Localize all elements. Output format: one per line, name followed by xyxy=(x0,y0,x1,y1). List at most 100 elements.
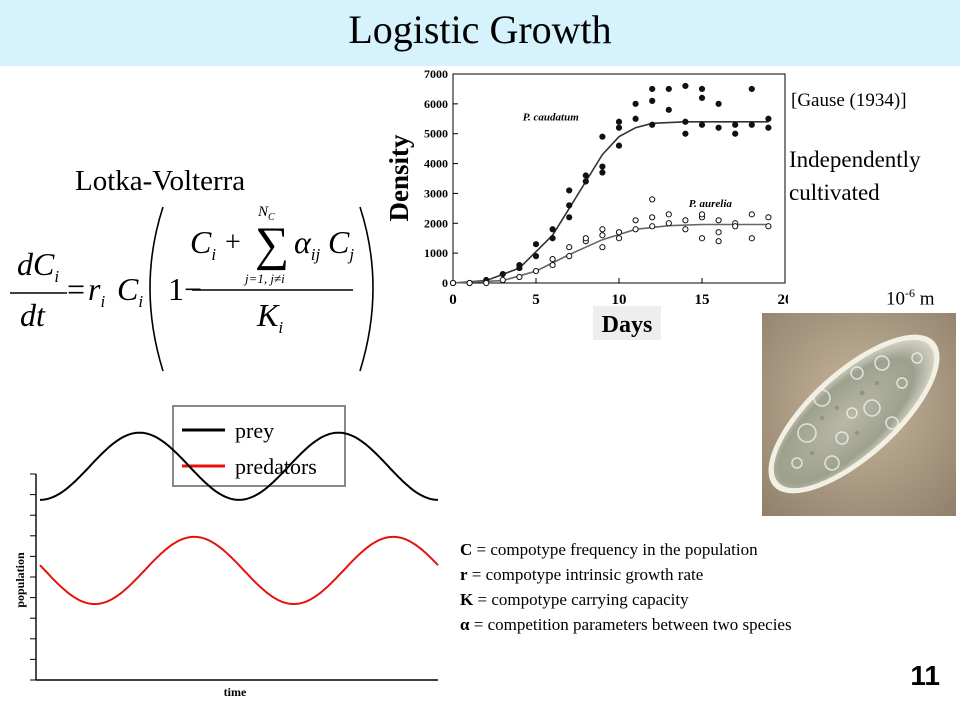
eq-lhs-numerator: dCi xyxy=(17,246,59,286)
gause-data-point xyxy=(499,276,506,284)
definition-item: C = compotype frequency in the populatio… xyxy=(460,540,758,559)
gause-data-point xyxy=(649,214,656,221)
gause-x-axis-label: Days xyxy=(602,312,653,338)
gause-y-tick-label: 0 xyxy=(442,276,448,290)
gause-x-tick-label: 0 xyxy=(449,292,457,308)
gause-data-point xyxy=(615,118,623,125)
cultivation-note-line1: Independently xyxy=(789,147,921,172)
gause-data-point xyxy=(682,226,689,233)
gause-data-point xyxy=(665,85,672,93)
gause-plot-frame xyxy=(452,73,786,284)
slide-title: Logistic Growth xyxy=(348,7,612,52)
gause-data-point xyxy=(549,256,556,263)
gause-data-point xyxy=(566,202,573,209)
gause-x-label-bg xyxy=(593,306,661,340)
gause-data-point xyxy=(483,279,490,287)
pp-legend-box xyxy=(172,405,346,487)
gause-data-point xyxy=(698,85,706,93)
cultivation-note-line2: cultivated xyxy=(789,180,880,205)
gause-data-point xyxy=(649,97,656,104)
gause-data-point xyxy=(715,229,722,236)
eq-sigma-icon: ∑ xyxy=(255,218,289,271)
eq-sum-upper: NC xyxy=(257,204,275,223)
gause-data-point xyxy=(549,235,556,242)
gause-data-point xyxy=(765,115,772,122)
gause-data-point xyxy=(665,211,672,218)
gause-data-point xyxy=(715,124,722,131)
eq-c: Ci xyxy=(117,271,143,311)
gause-x-tick-label: 20 xyxy=(778,292,789,308)
definition-item: α = competition parameters between two s… xyxy=(460,615,792,634)
gause-data-point xyxy=(698,121,706,128)
gause-data-point xyxy=(715,217,722,224)
pp-legend-label: prey xyxy=(235,418,274,443)
gause-x-tick-label: 5 xyxy=(532,292,540,308)
gause-data-point xyxy=(532,241,540,248)
gause-y-tick-label: 3000 xyxy=(424,186,448,200)
gause-data-point xyxy=(549,261,556,269)
gause-data-point xyxy=(748,121,755,128)
gause-x-tick-label: 10 xyxy=(612,292,627,308)
eq-right-paren xyxy=(359,206,374,372)
title-band xyxy=(0,0,960,66)
gause-data-point xyxy=(732,130,739,137)
gause-data-point xyxy=(615,229,623,236)
cultivation-note: Independently cultivated xyxy=(789,143,921,209)
gause-data-point xyxy=(682,118,689,125)
equation-heading: Lotka-Volterra xyxy=(75,165,246,197)
gause-data-point xyxy=(632,115,639,122)
pp-legend-label: predators xyxy=(235,454,317,479)
gause-data-point xyxy=(698,211,706,218)
gause-y-tick-label: 2000 xyxy=(424,216,448,230)
gause-data-point xyxy=(765,214,772,221)
slide-number: 11 xyxy=(910,660,940,691)
gause-y-tick-label: 7000 xyxy=(424,67,448,81)
gause-data-point xyxy=(649,121,656,128)
gause-data-point xyxy=(748,85,755,93)
gause-data-point xyxy=(582,235,589,242)
gause-data-point xyxy=(566,214,573,221)
eq-r: ri xyxy=(88,271,105,311)
gause-data-point xyxy=(632,217,639,224)
eq-one-minus: 1− xyxy=(168,271,202,307)
predators-line xyxy=(39,535,439,605)
gause-data-point xyxy=(516,261,523,269)
predator-prey-chart: population time prey predators xyxy=(13,405,439,699)
scale-label: 10-6 m xyxy=(886,286,935,310)
gause-data-point xyxy=(632,100,639,107)
gause-data-point xyxy=(715,100,722,107)
gause-data-point xyxy=(449,279,457,287)
gause-fit-line xyxy=(452,223,769,284)
citation: [Gause (1934)] xyxy=(791,90,907,111)
gause-data-point xyxy=(649,196,656,203)
gause-data-point xyxy=(748,235,755,242)
definition-item: r = compotype intrinsic growth rate xyxy=(460,565,704,584)
gause-data-point xyxy=(499,270,506,278)
lotka-volterra-equation: dCi dt = ri Ci 1− NC Ci + ∑ j=1, j≠i αij… xyxy=(10,204,374,372)
gause-data-point xyxy=(748,211,755,218)
gause-data-point xyxy=(566,253,573,260)
pp-x-axis-label: time xyxy=(224,685,247,699)
gause-data-point xyxy=(649,223,656,230)
eq-num-c: Ci xyxy=(190,224,216,264)
gause-data-point xyxy=(599,133,606,140)
gause-data-point xyxy=(665,220,672,227)
prey-line xyxy=(39,431,439,501)
gause-data-point xyxy=(615,142,623,149)
gause-data-point xyxy=(765,124,772,131)
gause-data-point xyxy=(566,244,573,251)
gause-data-point xyxy=(732,223,739,230)
gause-data-point xyxy=(566,187,573,194)
eq-den-k: Ki xyxy=(256,297,283,337)
definitions-list: C = compotype frequency in the populatio… xyxy=(460,537,792,637)
paramecium-micrograph xyxy=(762,313,956,516)
definition-item: K = compotype carrying capacity xyxy=(460,590,689,609)
gause-y-tick-label: 5000 xyxy=(424,127,448,141)
gause-data-point xyxy=(698,94,706,101)
gause-data-point xyxy=(466,279,473,287)
gause-y-tick-label: 1000 xyxy=(424,246,448,260)
gause-data-point xyxy=(649,85,656,93)
eq-num-cj: Cj xyxy=(328,224,354,264)
gause-data-point xyxy=(582,178,589,185)
gause-data-point xyxy=(715,238,722,245)
